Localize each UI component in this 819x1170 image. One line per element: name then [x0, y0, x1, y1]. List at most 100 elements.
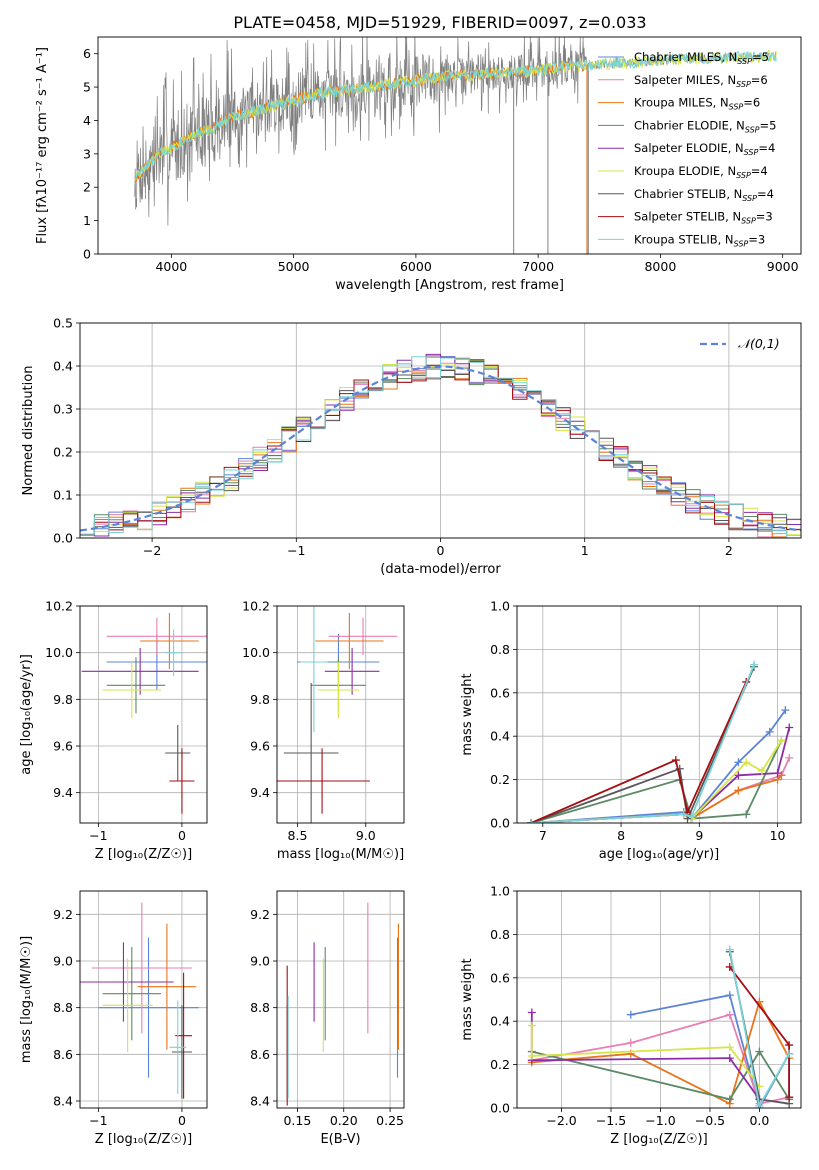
- y-tick-label: 9.0: [53, 954, 73, 969]
- y-tick-label: 6: [83, 46, 91, 61]
- x-tick-label: 5000: [278, 259, 310, 274]
- y-tick-label: 4: [83, 113, 91, 128]
- x-axis-label: Z [log₁₀(Z/Z☉)]: [610, 1132, 707, 1147]
- figure-title: PLATE=0458, MJD=51929, FIBERID=0097, z=0…: [233, 13, 646, 32]
- x-tick-label: 8: [617, 828, 625, 843]
- y-tick-label: 9.4: [250, 785, 270, 800]
- y-axis-label: Flux [fλ10⁻¹⁷ erg cm⁻² s⁻¹ A⁻¹]: [35, 47, 50, 244]
- axes-frame: [79, 605, 208, 824]
- axes-frame: [516, 605, 802, 824]
- x-axis-label: wavelength [Angstrom, rest frame]: [335, 278, 564, 293]
- model-spectrum-line: [134, 50, 777, 181]
- data-point-marker: [765, 727, 774, 736]
- weight-series-line: [531, 740, 783, 823]
- data-point-marker: [626, 1038, 635, 1047]
- y-tick-label: 8.8: [53, 1000, 73, 1015]
- panel-mass-vs-Z: −1 0 8.4 8.6 8.8 9.0 9.2 Z [log₁₀(Z/Z☉)] mass [l…: [19, 890, 208, 1147]
- y-tick-label: 1.0: [490, 884, 510, 899]
- data-point-marker: [773, 769, 782, 778]
- x-tick-label: 6000: [400, 259, 432, 274]
- x-tick-label: −2.0: [546, 1113, 576, 1128]
- data-point-marker: [626, 1010, 635, 1019]
- y-tick-label: 0.0: [53, 531, 73, 546]
- axes-frame: [276, 605, 405, 824]
- y-tick-label: 8.4: [53, 1094, 73, 1109]
- data-point-marker: [527, 1021, 536, 1030]
- y-tick-label: 0.8: [490, 927, 510, 942]
- plot-area: [286, 902, 399, 1106]
- x-tick-label: −1.5: [596, 1113, 626, 1128]
- data-point-marker: [687, 812, 696, 821]
- plot-area: [80, 902, 199, 1099]
- axes-frame: [276, 890, 405, 1109]
- weight-series-line: [531, 1049, 790, 1101]
- data-point-marker: [777, 736, 786, 745]
- x-axis-label: Z [log₁₀(Z/Z☉)]: [95, 1132, 192, 1147]
- y-tick-label: 9.8: [250, 692, 270, 707]
- legend-entry: Chabrier ELODIE, NSSP=5: [634, 118, 776, 134]
- data-point-marker: [527, 819, 536, 823]
- y-tick-label: 10.0: [45, 645, 73, 660]
- y-tick-label: 0.3: [53, 402, 73, 417]
- x-axis-label: Z [log₁₀(Z/Z☉)]: [95, 847, 192, 862]
- y-tick-label: 0.2: [490, 1057, 510, 1072]
- x-tick-label: 8.5: [288, 828, 308, 843]
- x-tick-label: −1.0: [645, 1113, 675, 1128]
- y-tick-label: 0.5: [53, 316, 73, 331]
- x-tick-label: 10: [770, 828, 786, 843]
- y-tick-label: 8.4: [250, 1094, 270, 1109]
- x-axis-label: E(B-V): [320, 1132, 360, 1147]
- x-tick-label: 0: [437, 543, 445, 558]
- axes-frame: [79, 890, 208, 1109]
- legend-entry: Kroupa STELIB, NSSP=3: [634, 232, 765, 248]
- data-point-marker: [781, 706, 790, 715]
- data-point-marker: [755, 1047, 764, 1056]
- data-point-marker: [785, 1049, 794, 1058]
- data-point-marker: [734, 758, 743, 767]
- x-tick-label: 0: [178, 828, 186, 843]
- x-axis-label: (data-model)/error: [380, 562, 501, 577]
- x-tick-label: 0.0: [749, 1113, 769, 1128]
- y-tick-label: 0.4: [53, 359, 73, 374]
- x-tick-label: −1: [89, 1113, 107, 1128]
- residual-histogram: [80, 353, 801, 537]
- weight-series-line: [530, 681, 748, 823]
- y-tick-label: 3: [83, 146, 91, 161]
- data-point-marker: [785, 723, 794, 732]
- x-tick-label: 0.25: [376, 1113, 404, 1128]
- data-point-marker: [785, 1093, 794, 1102]
- legend-entry: Kroupa MILES, NSSP=6: [634, 96, 760, 112]
- legend-entry: Salpeter ELODIE, NSSP=4: [634, 141, 775, 157]
- data-point-marker: [725, 1043, 734, 1052]
- normal-curve: [80, 365, 801, 532]
- legend-entry: Chabrier STELIB, NSSP=4: [634, 187, 774, 203]
- legend-entry: Chabrier MILES, NSSP=5: [634, 50, 769, 66]
- x-tick-label: 0: [178, 1113, 186, 1128]
- x-axis-label: age [log₁₀(age/yr)]: [599, 847, 720, 862]
- data-point-marker: [725, 945, 734, 954]
- plot-area: [134, 37, 777, 254]
- data-point-marker: [725, 1095, 734, 1104]
- data-point-marker: [725, 991, 734, 1000]
- data-point-marker: [750, 660, 759, 669]
- data-point-marker: [725, 1010, 734, 1019]
- axes-frame: [79, 322, 802, 539]
- legend-entry: Salpeter MILES, NSSP=6: [634, 73, 768, 89]
- legend-entry: 𝒩(0,1): [738, 336, 780, 351]
- x-tick-label: −1: [89, 828, 107, 843]
- x-tick-label: 1: [581, 543, 589, 558]
- weight-series-line: [530, 1025, 761, 1087]
- y-tick-label: 9.6: [53, 739, 73, 754]
- y-tick-label: 0.4: [490, 729, 510, 744]
- y-tick-label: 8.6: [250, 1047, 270, 1062]
- data-point-marker: [734, 786, 743, 795]
- y-tick-label: 0.8: [490, 642, 510, 657]
- plot-area: [527, 945, 794, 1108]
- legend-entry: Salpeter STELIB, NSSP=3: [634, 210, 773, 226]
- x-tick-label: 4000: [155, 259, 187, 274]
- plot-area: [81, 613, 207, 814]
- data-point-marker: [671, 756, 680, 765]
- y-axis-label: mass [log₁₀(M/M☉)]: [19, 936, 34, 1063]
- x-tick-label: 9000: [767, 259, 799, 274]
